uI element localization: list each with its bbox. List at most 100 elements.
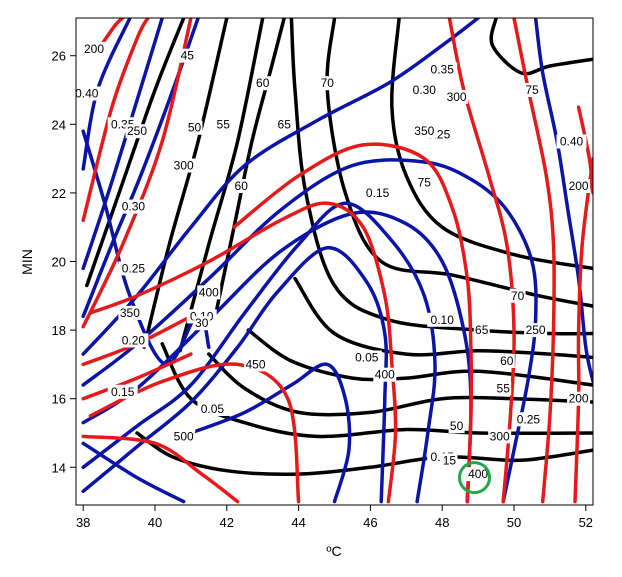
contour-label: 350 bbox=[118, 305, 142, 320]
contour-label-bg bbox=[186, 120, 203, 135]
contour-label-text: 0.35 bbox=[431, 62, 455, 76]
contour-label-text: 75 bbox=[525, 83, 539, 97]
contour-label: 0.10 bbox=[427, 312, 458, 327]
contour-label: 200 bbox=[82, 41, 106, 56]
contour-label-text: 350 bbox=[120, 306, 140, 320]
contour-label: 0.40 bbox=[71, 86, 102, 101]
contour-label-text: 0.40 bbox=[560, 135, 584, 149]
contour-label-bg bbox=[118, 305, 142, 320]
contour-line bbox=[99, 18, 125, 48]
contour-label: 75 bbox=[416, 175, 433, 190]
contour-label-text: 0.25 bbox=[122, 261, 146, 275]
contour-label-bg bbox=[448, 419, 465, 434]
contour-label-bg bbox=[254, 76, 271, 91]
contour-label-text: 250 bbox=[127, 124, 147, 138]
contour-label-text: 0.30 bbox=[122, 200, 146, 214]
contour-label: 0.15 bbox=[107, 384, 138, 399]
x-tick-label: 40 bbox=[148, 515, 162, 530]
contour-label-bg bbox=[441, 453, 458, 468]
contour-line bbox=[81, 158, 538, 504]
contour-label: 400 bbox=[373, 367, 397, 382]
contour-label: 0.05 bbox=[351, 350, 382, 365]
contour-label-bg bbox=[215, 117, 232, 132]
contour-label-text: 200 bbox=[84, 42, 104, 56]
contour-line bbox=[293, 276, 593, 360]
contour-line bbox=[576, 105, 593, 195]
contour-label: 30 bbox=[193, 316, 210, 331]
contour-label-text: 200 bbox=[569, 392, 589, 406]
contour-label-bg bbox=[409, 83, 440, 97]
contour-line bbox=[189, 362, 352, 504]
contour-label: 200 bbox=[567, 391, 591, 406]
contour-label: 0.15 bbox=[362, 185, 393, 200]
contour-label: 0.25 bbox=[118, 261, 149, 276]
contour-label-bg bbox=[427, 62, 458, 77]
contour-line bbox=[232, 142, 474, 504]
contour-line bbox=[246, 328, 593, 387]
contour-label-bg bbox=[466, 467, 490, 482]
x-axis: 38 40 42 44 46 48 50 52 bbox=[76, 505, 593, 530]
contour-label-text: 30 bbox=[195, 316, 209, 330]
contour-label-text: 300 bbox=[174, 159, 194, 173]
contour-label-bg bbox=[193, 316, 210, 331]
contour-label: 60 bbox=[498, 354, 515, 368]
contour-label-bg bbox=[498, 354, 515, 368]
contour-label-text: 0.40 bbox=[75, 87, 99, 101]
contour-label-bg bbox=[319, 76, 336, 91]
contour-label-bg bbox=[197, 402, 228, 416]
contour-label-text: 50 bbox=[450, 419, 464, 433]
contour-label-bg bbox=[473, 323, 490, 338]
contour-line bbox=[81, 18, 193, 329]
contour-label-text: 75 bbox=[418, 176, 432, 190]
contour-line bbox=[88, 362, 301, 504]
contour-label-bg bbox=[244, 357, 267, 372]
contour-label: 0.25 bbox=[513, 412, 544, 427]
contour-label-text: 400 bbox=[199, 285, 219, 299]
contour-label-text: 65 bbox=[475, 323, 489, 337]
contour-label-text: 350 bbox=[414, 124, 434, 138]
contour-label-bg bbox=[362, 185, 393, 200]
x-axis-title: ºC bbox=[326, 543, 341, 559]
contour-line bbox=[178, 18, 265, 353]
contour-label-bg bbox=[556, 134, 587, 149]
contour-label-bg bbox=[71, 86, 102, 101]
contour-label-text: 0.15 bbox=[111, 385, 135, 399]
y-tick-label: 24 bbox=[52, 117, 66, 132]
contour-label-bg bbox=[179, 48, 196, 63]
contour-label-bg bbox=[427, 312, 458, 327]
contour-label: 250 bbox=[125, 124, 149, 139]
contour-label-bg bbox=[524, 83, 540, 97]
contour-label: 250 bbox=[524, 323, 548, 338]
contour-label: 45 bbox=[179, 48, 196, 63]
contour-label-text: 200 bbox=[569, 179, 589, 193]
contour-label-bg bbox=[373, 367, 397, 382]
contour-label: 60 bbox=[254, 76, 271, 91]
contour-label-text: 60 bbox=[500, 354, 514, 368]
contour-label-bg bbox=[488, 429, 512, 444]
contour-label-bg bbox=[567, 391, 591, 406]
contour-label-bg bbox=[509, 288, 526, 303]
contour-label-text: 250 bbox=[526, 323, 546, 337]
contour-label-bg bbox=[524, 323, 548, 338]
y-tick-label: 14 bbox=[52, 460, 66, 475]
contour-label-text: 50 bbox=[188, 121, 202, 135]
contour-label: 300 bbox=[488, 429, 512, 444]
contour-label-text: 400 bbox=[375, 368, 395, 382]
contour-label: 50 bbox=[448, 419, 465, 434]
contour-label-text: 0.05 bbox=[355, 351, 379, 365]
contour-label-bg bbox=[351, 350, 382, 365]
y-tick-label: 20 bbox=[52, 255, 66, 270]
y-axis: 14 16 18 20 22 24 26 bbox=[52, 49, 76, 475]
contour-label-bg bbox=[513, 412, 544, 427]
contour-lines bbox=[81, 18, 593, 504]
contour-line bbox=[81, 18, 164, 271]
contour-label-text: 300 bbox=[490, 429, 510, 443]
contour-label-text: 70 bbox=[511, 289, 525, 303]
contour-label: 200 bbox=[567, 179, 591, 193]
contour-label-text: 300 bbox=[447, 90, 467, 104]
contour-label: 0.30 bbox=[409, 83, 440, 97]
contour-label-text: 65 bbox=[278, 117, 292, 131]
contour-label-text: 400 bbox=[468, 467, 488, 481]
contour-label: 75 bbox=[524, 83, 540, 97]
